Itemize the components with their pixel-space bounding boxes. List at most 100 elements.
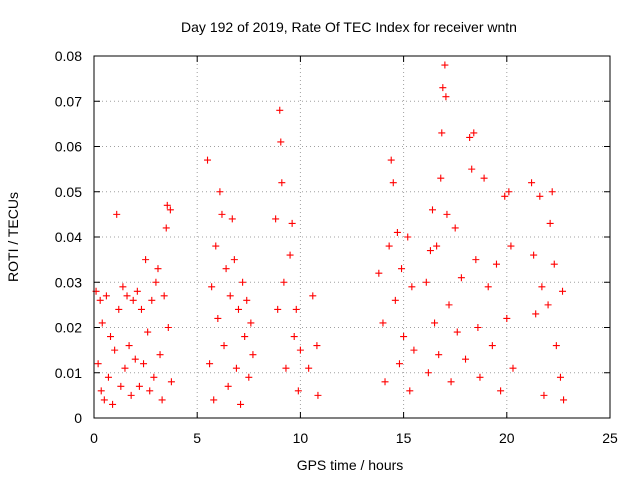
data-point <box>166 206 174 214</box>
data-point <box>163 201 171 209</box>
data-point <box>484 283 492 291</box>
data-point <box>442 93 450 101</box>
data-point <box>150 373 158 381</box>
data-point <box>431 319 439 327</box>
data-point <box>152 278 160 286</box>
x-tick-label: 20 <box>499 430 515 446</box>
data-point <box>272 215 280 223</box>
data-point <box>426 247 434 255</box>
data-point <box>278 179 286 187</box>
data-point <box>204 156 212 164</box>
data-point <box>276 106 284 114</box>
data-point <box>214 314 222 322</box>
data-point <box>540 391 548 399</box>
y-tick-label: 0.03 <box>55 274 82 290</box>
data-point <box>167 378 175 386</box>
data-point <box>144 328 152 336</box>
data-point <box>228 215 236 223</box>
y-tick-label: 0.06 <box>55 139 82 155</box>
data-point <box>142 256 150 264</box>
data-points <box>92 61 568 408</box>
grid <box>94 56 610 418</box>
data-point <box>232 364 240 372</box>
data-point <box>208 283 216 291</box>
data-point <box>94 360 102 368</box>
data-point <box>148 296 156 304</box>
data-point <box>375 269 383 277</box>
data-point <box>117 382 125 390</box>
data-point <box>476 373 484 381</box>
y-axis-label: ROTI / TECUs <box>5 192 21 282</box>
data-point <box>466 133 474 141</box>
data-point <box>218 210 226 218</box>
y-tick-label: 0.07 <box>55 93 82 109</box>
data-point <box>282 364 290 372</box>
data-point <box>404 233 412 241</box>
data-point <box>435 351 443 359</box>
data-point <box>156 351 164 359</box>
data-point <box>497 387 505 395</box>
data-point <box>137 305 145 313</box>
data-point <box>158 396 166 404</box>
data-point <box>410 346 418 354</box>
data-point <box>129 296 137 304</box>
data-point <box>480 174 488 182</box>
data-point <box>245 373 253 381</box>
data-point <box>249 351 257 359</box>
data-point <box>501 192 509 200</box>
y-tick-label: 0.08 <box>55 48 82 64</box>
data-point <box>556 373 564 381</box>
data-point <box>224 382 232 390</box>
data-point <box>222 265 230 273</box>
data-point <box>559 287 567 295</box>
y-tick-label: 0.02 <box>55 320 82 336</box>
data-point <box>107 333 115 341</box>
data-point <box>314 391 322 399</box>
data-point <box>408 283 416 291</box>
data-point <box>98 319 106 327</box>
x-tick-label: 5 <box>193 430 201 446</box>
data-point <box>102 292 110 300</box>
data-point <box>292 305 300 313</box>
data-point <box>379 319 387 327</box>
data-point <box>313 342 321 350</box>
x-tick-label: 25 <box>602 430 618 446</box>
data-point <box>474 324 482 331</box>
data-point <box>127 391 135 399</box>
data-point <box>113 210 121 218</box>
data-point <box>96 296 104 304</box>
data-point <box>395 360 403 368</box>
data-point <box>470 129 478 137</box>
data-point <box>288 219 296 227</box>
data-point <box>243 296 251 304</box>
data-point <box>393 228 401 236</box>
data-point <box>140 360 148 368</box>
data-point <box>447 378 455 386</box>
data-point <box>536 192 544 200</box>
data-point <box>131 355 139 363</box>
data-point <box>274 305 282 313</box>
data-point <box>462 355 470 363</box>
data-point <box>237 400 245 408</box>
data-point <box>433 242 441 250</box>
data-point <box>135 382 143 390</box>
data-point <box>381 378 389 386</box>
data-point <box>505 188 513 196</box>
data-point <box>125 342 133 350</box>
data-point <box>528 179 536 187</box>
data-point <box>503 314 511 322</box>
data-point <box>119 283 127 291</box>
data-point <box>280 278 288 286</box>
data-point <box>441 61 449 69</box>
data-point <box>468 165 476 173</box>
data-point <box>538 283 546 291</box>
data-point <box>548 188 556 196</box>
data-point <box>162 224 170 232</box>
chart-title: Day 192 of 2019, Rate Of TEC Index for r… <box>181 19 517 35</box>
data-point <box>123 292 131 300</box>
data-point <box>146 387 154 395</box>
tick-labels: 0 5 10 15 20 25 0 0.01 0.02 0.03 0.04 0.05 0.06 0.07 0… <box>55 48 618 446</box>
data-point <box>451 224 459 232</box>
data-point <box>290 333 298 341</box>
